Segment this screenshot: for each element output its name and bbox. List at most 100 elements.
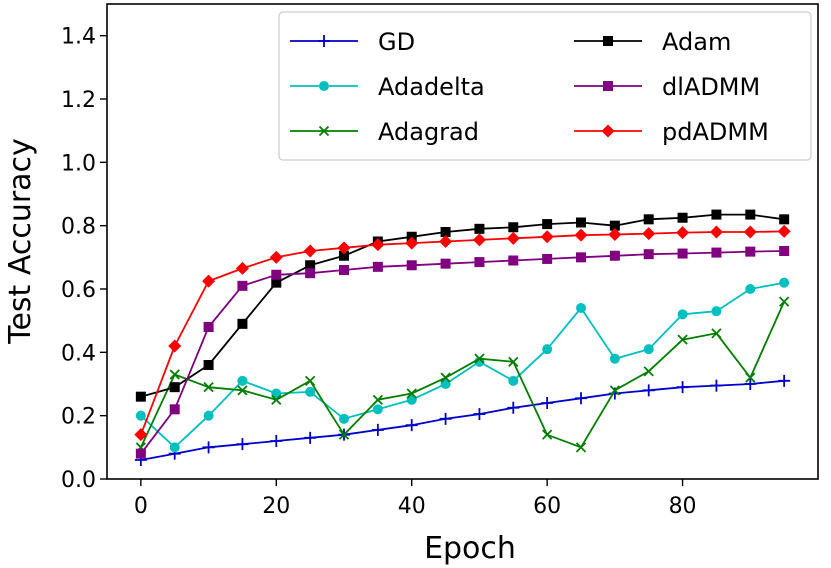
data-point-dladmm bbox=[779, 246, 790, 256]
y-tick-label: 0.6 bbox=[61, 278, 96, 303]
data-point-adadelta bbox=[169, 442, 180, 453]
data-point-adadelta bbox=[711, 306, 722, 317]
legend-label: Adam bbox=[662, 28, 731, 56]
data-point-adam bbox=[203, 360, 214, 370]
series-dladmm bbox=[135, 246, 790, 459]
y-tick-label: 1.0 bbox=[61, 151, 96, 176]
legend: GD Adadelta Adagrad Adam dlADMM pdADMM bbox=[278, 11, 812, 161]
data-point-pdadmm bbox=[574, 228, 588, 242]
data-point-pdadmm bbox=[439, 235, 453, 248]
legend-items: GD Adadelta Adagrad Adam dlADMM pdADMM bbox=[290, 28, 769, 146]
y-tick-label: 0.0 bbox=[61, 468, 96, 493]
data-point-adagrad bbox=[440, 372, 451, 383]
legend-label: GD bbox=[378, 28, 415, 56]
data-point-adadelta bbox=[609, 353, 620, 364]
data-point-pdadmm bbox=[405, 236, 419, 250]
data-point-adadelta bbox=[406, 394, 417, 405]
data-point-gd bbox=[710, 379, 723, 392]
legend-marker bbox=[318, 125, 330, 137]
data-point-adagrad bbox=[542, 429, 553, 440]
data-point-adam bbox=[237, 318, 248, 329]
data-point-adagrad bbox=[711, 328, 722, 339]
data-point-adadelta bbox=[745, 284, 756, 294]
y-tick-label: 1.2 bbox=[61, 88, 96, 113]
data-point-adadelta bbox=[542, 344, 553, 355]
data-point-adagrad bbox=[474, 353, 485, 364]
data-point-pdadmm bbox=[743, 225, 757, 239]
data-point-adagrad bbox=[508, 356, 519, 367]
data-point-adam bbox=[576, 217, 586, 228]
series-line-adagrad bbox=[140, 301, 785, 449]
legend-item-adagrad: Adagrad bbox=[290, 118, 479, 146]
data-point-pdadmm bbox=[676, 226, 690, 240]
data-point-gd bbox=[371, 423, 384, 436]
data-point-pdadmm bbox=[371, 238, 385, 252]
data-point-dladmm bbox=[643, 249, 654, 260]
data-point-pdadmm bbox=[777, 224, 791, 238]
y-tick-label: 0.2 bbox=[61, 405, 96, 430]
data-point-gd bbox=[473, 408, 486, 421]
data-point-pdadmm bbox=[540, 230, 554, 244]
legend-item-adadelta: Adadelta bbox=[290, 73, 485, 101]
data-point-adam bbox=[169, 382, 180, 393]
data-point-dladmm bbox=[135, 448, 146, 459]
data-point-dladmm bbox=[372, 261, 383, 272]
data-point-pdadmm bbox=[337, 241, 351, 255]
series-adadelta bbox=[135, 277, 790, 453]
data-point-pdadmm bbox=[168, 339, 182, 353]
data-point-pdadmm bbox=[269, 250, 283, 264]
x-tick-label: 60 bbox=[533, 494, 561, 519]
legend-marker bbox=[318, 35, 330, 47]
data-point-adadelta bbox=[440, 379, 451, 389]
data-point-adadelta bbox=[508, 375, 519, 386]
legend-box bbox=[278, 11, 812, 161]
data-point-adagrad bbox=[745, 372, 756, 383]
data-point-adam bbox=[305, 260, 316, 271]
data-point-adagrad bbox=[169, 369, 180, 380]
data-point-dladmm bbox=[169, 404, 180, 415]
data-point-adagrad bbox=[305, 375, 316, 386]
data-point-gd bbox=[270, 435, 283, 447]
data-point-pdadmm bbox=[202, 274, 216, 288]
data-point-adagrad bbox=[779, 296, 790, 307]
data-point-adam bbox=[779, 214, 790, 225]
data-point-dladmm bbox=[440, 258, 451, 269]
y-axis-title: Test Accuracy bbox=[3, 138, 38, 345]
data-point-dladmm bbox=[508, 255, 519, 266]
data-point-dladmm bbox=[745, 246, 756, 257]
data-point-adagrad bbox=[406, 388, 417, 399]
legend-item-adam: Adam bbox=[574, 28, 731, 56]
series-layer bbox=[134, 209, 791, 466]
data-point-adadelta bbox=[677, 309, 688, 320]
plot-frame bbox=[106, 3, 819, 480]
data-point-adam bbox=[271, 277, 282, 288]
data-point-adagrad bbox=[271, 394, 282, 405]
data-point-gd bbox=[744, 378, 757, 390]
series-adagrad bbox=[135, 296, 790, 453]
data-point-pdadmm bbox=[506, 231, 520, 245]
y-axis: 0.0 0.2 0.4 0.6 0.8 1.0 1.2 1.4 bbox=[61, 25, 107, 493]
data-point-adadelta bbox=[271, 388, 282, 399]
data-point-adagrad bbox=[643, 366, 654, 377]
data-point-pdadmm bbox=[134, 428, 148, 442]
x-tick-label: 0 bbox=[134, 494, 148, 519]
legend-marker bbox=[319, 81, 329, 91]
data-point-gd bbox=[642, 384, 655, 397]
y-tick-label: 0.4 bbox=[61, 341, 96, 366]
data-point-dladmm bbox=[237, 280, 248, 291]
x-axis-title: Epoch bbox=[424, 531, 516, 566]
data-point-adadelta bbox=[576, 303, 586, 313]
series-line-adadelta bbox=[140, 281, 785, 449]
data-point-pdadmm bbox=[709, 225, 723, 239]
series-pdadmm bbox=[134, 224, 791, 442]
data-point-dladmm bbox=[339, 265, 349, 275]
y-tick-label: 1.4 bbox=[61, 25, 96, 50]
data-point-gd bbox=[575, 392, 587, 405]
data-point-dladmm bbox=[677, 248, 688, 259]
y-tick-label: 0.8 bbox=[61, 215, 96, 240]
data-point-dladmm bbox=[711, 247, 722, 258]
data-point-adam bbox=[440, 227, 451, 237]
data-point-dladmm bbox=[609, 250, 620, 261]
data-point-adagrad bbox=[372, 394, 383, 405]
